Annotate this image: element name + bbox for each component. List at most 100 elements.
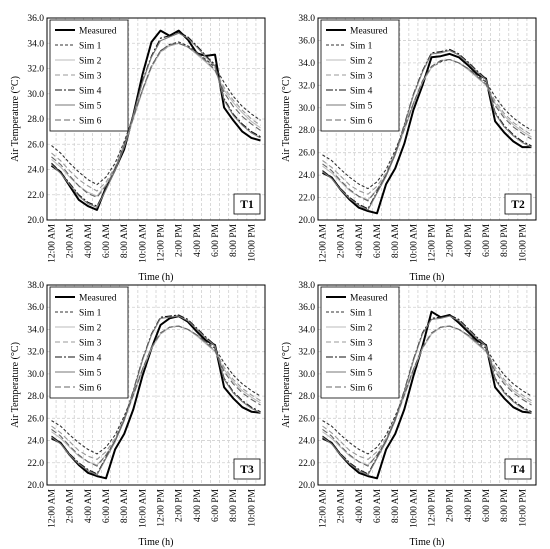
x-tick-label: 12:00 PM [157,223,167,261]
x-tick-label: 2:00 AM [66,488,76,523]
y-axis-title: Air Temperature (°C) [281,342,292,428]
x-tick-label: 4:00 PM [193,488,203,522]
legend-label: Sim 3 [79,72,102,82]
x-tick-label: 12:00 AM [319,223,329,262]
legend-label: Sim 3 [79,339,102,349]
series-line-sim5 [322,49,532,211]
chart-panel-t4: 20.0 22.0 24.0 26.0 28.0 30.0 32.0 34.0 36.0 38.0… [281,281,537,548]
x-tick-label: 2:00 PM [175,488,185,522]
legend-label: Sim 2 [350,324,373,334]
legend-label: Measured [350,27,388,37]
y-tick-label: 20.0 [298,481,315,491]
legend-label: Sim 1 [79,309,102,319]
legend-label: Sim 3 [350,72,373,82]
x-tick-label: 8:00 AM [120,223,130,258]
x-tick-label: 2:00 AM [337,488,347,523]
y-tick-label: 26.0 [27,140,44,150]
series-line-sim6 [322,325,532,467]
chart-panel-t1: 20.0 22.0 24.0 26.0 28.0 30.0 32.0 34.0 36.0 12:0… [10,14,266,283]
x-axis-title: Time (h) [410,537,445,548]
y-tick-label: 32.0 [298,348,315,358]
y-tick-label: 34.0 [27,39,44,49]
legend-label: Sim 1 [350,309,373,319]
y-tick-label: 26.0 [298,414,315,424]
y-tick-label: 30.0 [298,370,315,380]
legend-label: Sim 5 [79,369,102,379]
x-tick-label: 4:00 PM [464,223,474,257]
y-tick-label: 24.0 [298,437,315,447]
y-tick-label: 32.0 [27,348,44,358]
y-tick-label: 32.0 [27,65,44,75]
x-tick-label: 4:00 AM [84,223,94,258]
legend-label: Sim 4 [79,87,102,97]
plot-frame [317,17,537,221]
x-tick-label: 4:00 AM [355,223,365,258]
x-tick-label: 12:00 PM [157,488,167,526]
x-tick-label: 12:00 PM [428,223,438,261]
y-tick-label: 36.0 [298,303,315,313]
x-tick-label: 2:00 AM [337,223,347,258]
legend-label: Measured [79,27,117,37]
y-tick-label: 36.0 [27,303,44,313]
x-tick-label: 4:00 AM [84,488,94,523]
y-tick-label: 28.0 [298,392,315,402]
series-line-sim6 [322,58,532,202]
panel-label-box [504,193,532,215]
x-tick-label: 6:00 PM [211,488,221,522]
y-tick-label: 34.0 [298,59,315,69]
y-axis-title: Air Temperature (°C) [10,76,21,162]
x-tick-label: 6:00 AM [373,488,383,523]
y-tick-label: 20.0 [298,216,315,226]
x-tick-label: 6:00 AM [373,223,383,258]
series-line-sim5 [51,315,261,476]
legend-label: Sim 4 [350,87,373,97]
y-tick-label: 36.0 [27,14,44,24]
plot-frame [317,284,537,486]
legend-label: Sim 5 [350,102,373,112]
x-tick-label: 12:00 AM [48,488,58,527]
x-tick-label: 10:00 AM [409,488,419,527]
x-tick-label: 12:00 AM [319,488,329,527]
y-tick-label: 36.0 [298,36,315,46]
x-tick-label: 6:00 AM [102,488,112,523]
series-line-measured [322,52,532,215]
x-tick-label: 2:00 PM [175,223,185,257]
y-tick-label: 28.0 [27,392,44,402]
legend-label: Sim 2 [350,57,373,67]
series-line-sim6 [51,42,261,198]
y-axis-title: Air Temperature (°C) [10,342,21,428]
chart-panel-t3: 20.0 22.0 24.0 26.0 28.0 30.0 32.0 34.0 36.0 38.0… [10,281,266,548]
series-line-sim4 [322,314,532,475]
x-tick-label: 10:00 PM [518,488,528,526]
plot-frame [46,17,266,221]
y-tick-label: 24.0 [298,171,315,181]
x-tick-label: 4:00 AM [355,488,365,523]
panel-label-box [233,193,261,215]
x-tick-label: 10:00 PM [518,223,528,261]
y-tick-label: 24.0 [27,437,44,447]
y-tick-label: 22.0 [27,191,44,201]
x-tick-label: 6:00 PM [211,223,221,257]
legend-label: Measured [350,294,388,304]
x-axis-title: Time (h) [139,272,174,283]
x-tick-label: 8:00 PM [500,488,510,522]
panel-label-box [504,458,532,480]
y-tick-label: 22.0 [298,459,315,469]
x-tick-label: 6:00 PM [482,223,492,257]
y-tick-label: 24.0 [27,166,44,176]
x-tick-label: 12:00 PM [428,488,438,526]
y-tick-label: 26.0 [298,149,315,159]
y-tick-label: 20.0 [27,216,44,226]
series-line-measured [322,310,532,480]
legend-label: Sim 5 [350,369,373,379]
legend-label: Sim 6 [79,117,102,127]
x-axis-title: Time (h) [410,272,445,283]
y-tick-label: 34.0 [298,325,315,335]
y-tick-label: 28.0 [298,126,315,136]
series-line-measured [51,315,261,480]
x-tick-label: 8:00 AM [391,223,401,258]
panel-label-box [233,458,261,480]
x-tick-label: 10:00 AM [138,488,148,527]
